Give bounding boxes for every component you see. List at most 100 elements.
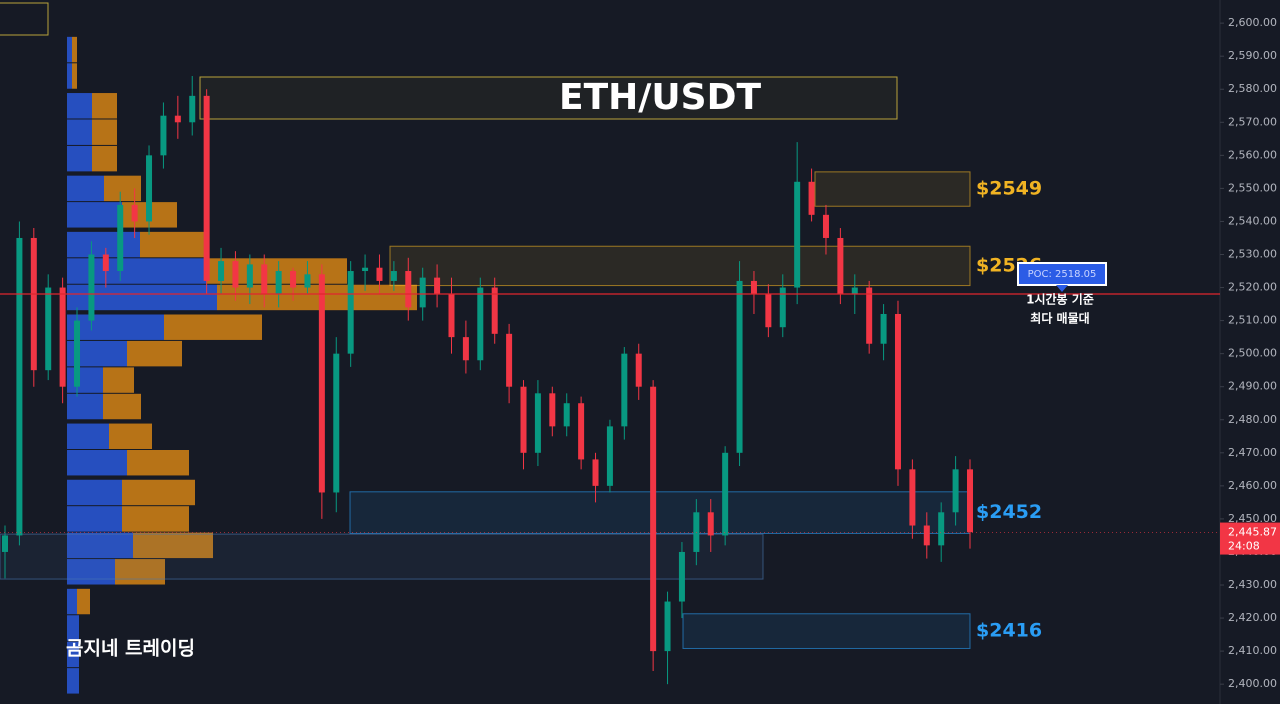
candle-body bbox=[318, 274, 325, 493]
candle-body bbox=[376, 267, 383, 281]
last-price-box bbox=[1220, 522, 1280, 555]
candle-body bbox=[837, 237, 844, 295]
candle-body bbox=[779, 287, 786, 328]
profile-buy bbox=[67, 175, 104, 202]
y-tick-label: 2,430.00 bbox=[1228, 578, 1277, 591]
last-price-label: 2,445.87 bbox=[1228, 526, 1277, 539]
profile-sell bbox=[115, 559, 165, 585]
profile-sell bbox=[127, 340, 182, 367]
candle-body bbox=[275, 271, 282, 295]
profile-sell bbox=[103, 367, 134, 393]
corner-box bbox=[0, 2, 49, 36]
watermark: 곰지네 트레이딩 bbox=[66, 638, 195, 660]
zone-label: $2549 bbox=[976, 178, 1042, 200]
candle-body bbox=[880, 313, 887, 344]
candle-body bbox=[578, 403, 585, 460]
candle-body bbox=[563, 403, 570, 427]
candle-body bbox=[131, 204, 138, 222]
profile-buy bbox=[67, 202, 122, 228]
zone bbox=[814, 171, 971, 207]
profile-buy bbox=[67, 532, 133, 559]
candle-body bbox=[866, 287, 873, 344]
poc-label: POC: 2518.05 bbox=[1028, 269, 1097, 280]
poc-note: 1시간봉 기준 bbox=[1026, 292, 1094, 307]
candle-body bbox=[189, 95, 196, 123]
profile-buy bbox=[67, 393, 103, 420]
candle-body bbox=[30, 237, 37, 371]
candle-body bbox=[664, 601, 671, 652]
profile-sell bbox=[92, 119, 117, 145]
profile-buy bbox=[67, 231, 140, 258]
candle-body bbox=[621, 353, 628, 427]
candle-body bbox=[390, 271, 397, 281]
y-tick-label: 2,570.00 bbox=[1228, 115, 1277, 128]
candle-body bbox=[808, 181, 815, 215]
profile-sell bbox=[72, 36, 77, 63]
profile-sell bbox=[122, 479, 195, 506]
y-tick-label: 2,600.00 bbox=[1228, 16, 1277, 29]
candle-body bbox=[74, 320, 81, 387]
candle-body bbox=[405, 271, 412, 308]
profile-sell bbox=[92, 145, 117, 172]
y-tick-label: 2,530.00 bbox=[1228, 247, 1277, 260]
profile-sell bbox=[77, 588, 90, 615]
candle-body bbox=[938, 512, 945, 546]
candle-body bbox=[650, 386, 657, 652]
zone bbox=[349, 491, 971, 534]
chart-title: ETH/USDT bbox=[559, 77, 761, 118]
y-tick-label: 2,540.00 bbox=[1228, 214, 1277, 227]
profile-buy bbox=[67, 479, 122, 506]
candle-body bbox=[606, 426, 613, 486]
candle-body bbox=[434, 277, 441, 295]
profile-buy bbox=[67, 119, 92, 145]
profile-buy bbox=[67, 668, 79, 694]
poc-pointer bbox=[1056, 285, 1068, 292]
y-tick-label: 2,500.00 bbox=[1228, 347, 1277, 360]
title-box bbox=[199, 76, 898, 120]
profile-buy bbox=[67, 145, 92, 172]
candle-body bbox=[534, 393, 541, 453]
profile-sell bbox=[164, 314, 262, 340]
candle-body bbox=[851, 287, 858, 295]
candle-body bbox=[16, 237, 23, 536]
candle-body bbox=[491, 287, 498, 334]
candle-body bbox=[549, 393, 556, 427]
poc-note: 최다 매물대 bbox=[1030, 311, 1089, 326]
y-tick-label: 2,450.00 bbox=[1228, 512, 1277, 525]
countdown: 24:08 bbox=[1228, 540, 1260, 553]
candle-body bbox=[304, 274, 311, 288]
candle-body bbox=[707, 512, 714, 536]
candle-body bbox=[146, 155, 153, 222]
candle-body bbox=[88, 254, 95, 321]
y-tick-label: 2,520.00 bbox=[1228, 281, 1277, 294]
profile-buy bbox=[67, 314, 164, 340]
candle-body bbox=[160, 115, 167, 156]
y-tick-label: 2,560.00 bbox=[1228, 148, 1277, 161]
candle-body bbox=[218, 261, 225, 281]
candle-body bbox=[822, 214, 829, 238]
candle-body bbox=[246, 264, 253, 288]
y-tick-label: 2,490.00 bbox=[1228, 380, 1277, 393]
y-tick-label: 2,420.00 bbox=[1228, 611, 1277, 624]
profile-buy bbox=[67, 559, 115, 585]
candle-body bbox=[290, 271, 297, 288]
candle-body bbox=[722, 452, 729, 536]
profile-buy bbox=[67, 36, 72, 63]
y-tick-label: 2,580.00 bbox=[1228, 82, 1277, 95]
candle-body bbox=[203, 95, 210, 281]
candle-body bbox=[967, 469, 973, 533]
candle-body bbox=[477, 287, 484, 361]
candle-body bbox=[909, 469, 916, 526]
y-tick-label: 2,550.00 bbox=[1228, 181, 1277, 194]
profile-buy bbox=[67, 615, 79, 641]
candle-body bbox=[635, 353, 642, 387]
zone bbox=[0, 533, 764, 580]
zone-label: $2452 bbox=[976, 501, 1042, 523]
profile-sell bbox=[104, 175, 141, 202]
profile-sell bbox=[122, 506, 189, 532]
candle-body bbox=[419, 277, 426, 308]
y-tick-label: 2,400.00 bbox=[1228, 677, 1277, 690]
profile-buy bbox=[67, 258, 207, 284]
